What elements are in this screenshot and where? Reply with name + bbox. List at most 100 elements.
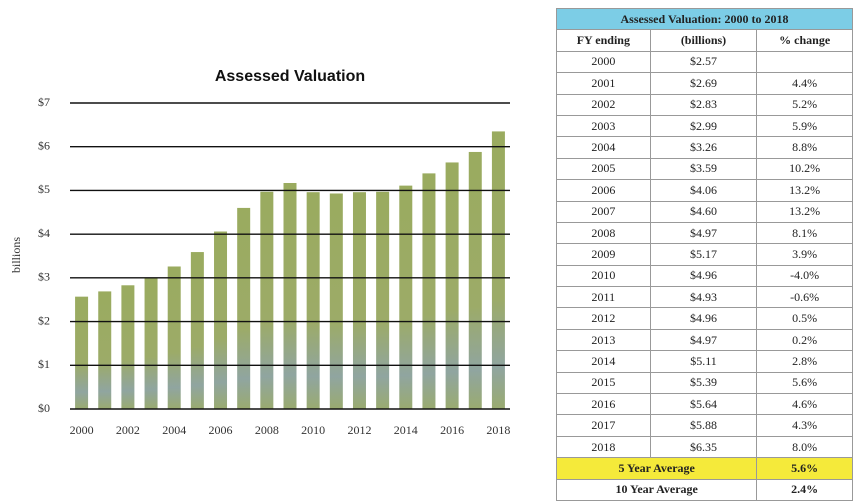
cell: 2016 [556,393,651,416]
bar [329,193,343,409]
cell: -4.0% [756,264,853,288]
bar [237,207,251,409]
y-tick-label: $7 [38,95,50,109]
bar [422,173,436,409]
cell: $2.83 [649,93,758,116]
x-tick-label: 2016 [440,423,464,437]
cell: 2.8% [756,350,853,373]
chart-title: Assessed Valuation [215,68,365,85]
data-row: 2009 $5.17 3.9% [556,243,853,266]
cell: 8.8% [756,136,853,159]
cell: 5.6% [756,457,853,480]
bar [121,285,135,409]
bar [352,192,366,409]
cell: 0.2% [756,328,853,352]
table-title-row: Assessed Valuation: 2000 to 2018 [556,7,853,31]
data-row: 2003 $2.99 5.9% [556,114,853,138]
cell: $5.17 [649,243,758,266]
cell: 2001 [556,72,651,95]
data-row: 2013 $4.97 0.2% [556,328,853,352]
chart: Assessed Valuation billions 2000 2002 2004… [9,68,511,437]
bar [98,291,112,409]
cell: $2.69 [649,72,758,95]
cell: 2015 [556,371,651,395]
average-row: 10 Year Average 2.4% [555,478,853,501]
cell: $2.57 [649,50,758,74]
cell: 2.4% [756,478,853,501]
data-row: 2016 $5.64 4.6% [556,393,853,416]
cell: 8.1% [756,221,853,245]
x-tick-label: 2012 [347,423,371,437]
cell: FY ending [556,29,651,52]
y-tick-label: $4 [38,226,50,240]
cell: 4.3% [756,414,853,437]
data-row: 2012 $4.96 0.5% [556,307,853,330]
cell: 2003 [556,114,651,138]
cell: $4.06 [649,179,758,202]
cell: $4.97 [649,221,758,245]
cell: $6.35 [649,435,758,459]
cell: $4.60 [649,200,758,223]
data-row: 2015 $5.39 5.6% [556,371,853,395]
cell: $2.99 [649,114,758,138]
y-axis-label: billions [9,237,23,273]
cell: 2013 [556,328,651,352]
x-tick-label: 2004 [162,423,186,437]
cell: (billions) [649,29,758,52]
cell: 5.2% [756,93,853,116]
bar [468,151,482,409]
data-row: 2000 $2.57 [556,50,853,74]
x-tick-label: 2018 [486,423,510,437]
cell: 2010 [556,264,651,288]
cell: 2005 [556,157,651,181]
cell: $5.88 [649,414,758,437]
cell: 4.4% [756,72,853,95]
x-tick-label: 2014 [394,423,418,437]
cell: 2000 [556,50,651,74]
data-row: 2008 $4.97 8.1% [556,221,853,245]
cell: 13.2% [756,200,853,223]
y-tick-label: $5 [38,182,50,196]
data-row: 2014 $5.11 2.8% [556,350,853,373]
data-row: 2006 $4.06 13.2% [556,179,853,202]
data-row: 2005 $3.59 10.2% [556,157,853,181]
bar [491,131,505,409]
cell: 2004 [556,136,651,159]
cell: 2006 [556,179,651,202]
x-tick-label: 2010 [301,423,325,437]
data-row: 2011 $4.93 -0.6% [556,286,853,309]
cell [756,50,853,74]
average-row: 5 Year Average 5.6% [555,457,853,480]
bar [167,266,181,409]
cell: $3.26 [649,136,758,159]
cell: $4.96 [649,307,758,330]
header-row: FY ending (billions)% change [556,29,853,52]
x-tick-label: 2008 [255,423,279,437]
cell: 2012 [556,307,651,330]
bar [306,192,320,409]
cell: 2007 [556,200,651,223]
data-row: 2002 $2.83 5.2% [556,93,853,116]
data-row: 2017 $5.88 4.3% [556,414,853,437]
table: Assessed Valuation: 2000 to 2018 FY endin… [555,7,853,501]
cell: % change [756,29,853,52]
cell: 2008 [556,221,651,245]
y-tick-label: $6 [38,138,50,152]
data-row: 2007 $4.60 13.2% [556,200,853,223]
y-tick-label: $0 [38,401,50,415]
cell: $5.39 [649,371,758,395]
cell: 2002 [556,93,651,116]
cell: 3.9% [756,243,853,266]
cell: $5.11 [649,350,758,373]
y-tick-label: $3 [38,270,50,284]
x-tick-label: 2006 [209,423,233,437]
cell: 2017 [556,414,651,437]
data-row: 2010 $4.96 -4.0% [556,264,853,288]
cell: 2009 [556,243,651,266]
cell: -0.6% [756,286,853,309]
bar [144,278,158,409]
cell: $4.97 [649,328,758,352]
bar [376,191,390,409]
cell: $4.96 [649,264,758,288]
